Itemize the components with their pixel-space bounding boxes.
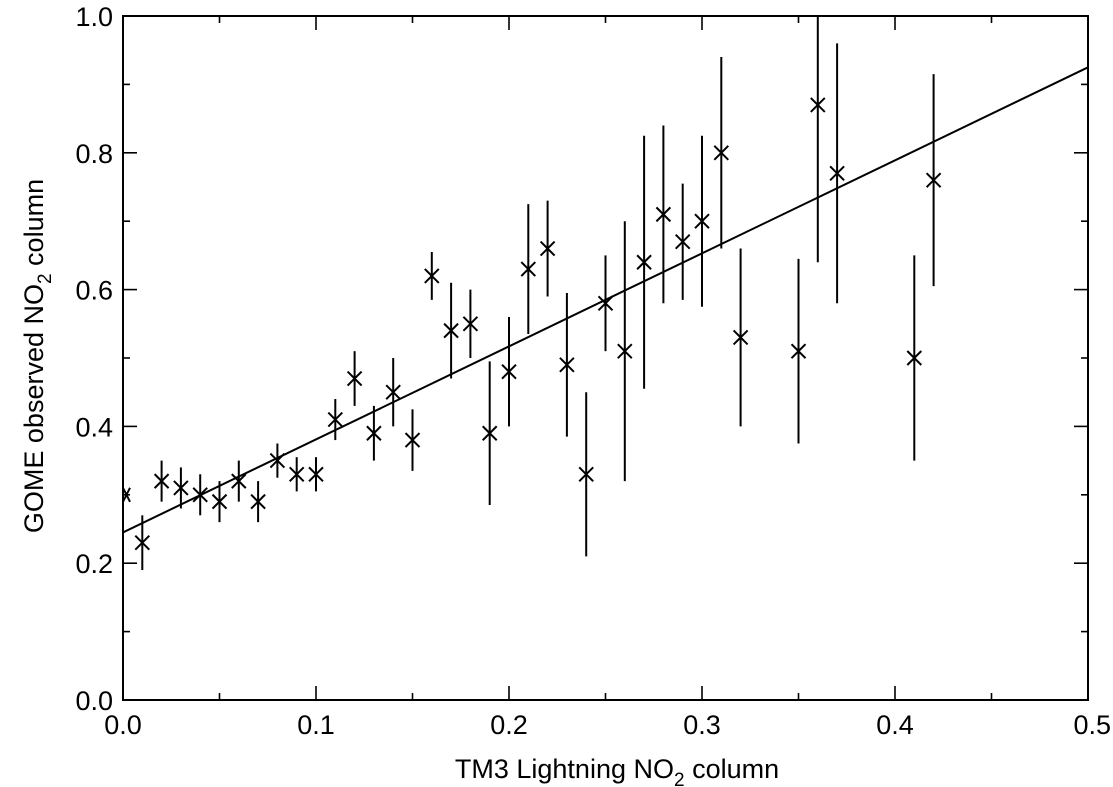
regression-line: [122, 66, 1089, 534]
data-point: [366, 425, 382, 441]
y-tick-label: 1.0: [75, 2, 113, 32]
data-point: [925, 172, 942, 188]
data-point: [288, 466, 305, 482]
data-point: [790, 343, 807, 359]
fit-layer: [122, 66, 1089, 534]
data-point: [153, 473, 170, 489]
data-point: [192, 487, 208, 503]
data-point: [810, 97, 826, 113]
data-point: [308, 466, 324, 482]
data-point: [443, 322, 459, 339]
data-point: [829, 165, 845, 182]
data-point: [539, 240, 556, 257]
x-axis-label: TM3 Lightning NO2 column: [455, 754, 779, 787]
plot-frame: [122, 15, 1089, 701]
y-tick-label: 0.0: [75, 686, 113, 716]
data-point: [424, 268, 440, 284]
data-point: [617, 343, 633, 359]
axis-ticks: [122, 15, 1089, 701]
tick-labels: 0.0 0.1 0.2 0.3 0.4 0.5 0.0 0.2 0.4 0.6 0.8 1.0: [75, 2, 1111, 740]
x-tick-label: 0.1: [297, 710, 335, 740]
error-bars: [141, 16, 935, 571]
data-point: [346, 370, 363, 387]
data-point: [674, 234, 691, 250]
y-axis-label: GOME observed NO2 column: [19, 179, 56, 533]
y-tick-label: 0.6: [75, 276, 113, 306]
data-point: [636, 254, 652, 270]
data-point: [404, 432, 421, 448]
data-point: [250, 493, 266, 510]
data-point: [559, 357, 575, 373]
data-point: [501, 363, 517, 380]
x-tick-label: 0.4: [876, 710, 914, 740]
y-tick-label: 0.2: [75, 549, 113, 579]
data-point: [269, 452, 286, 469]
data-markers: [122, 97, 942, 551]
data-point: [732, 329, 749, 346]
y-axis-label-text: GOME observed NO: [19, 284, 49, 533]
data-point: [211, 493, 228, 510]
x-tick-label: 0.5: [1073, 710, 1111, 740]
x-axis-label-subscript: 2: [674, 770, 685, 787]
data-point: [655, 206, 672, 223]
y-tick-label: 0.8: [75, 139, 113, 169]
x-tick-label: 0.0: [104, 710, 142, 740]
data-point: [173, 480, 189, 496]
data-point: [134, 534, 151, 551]
x-axis-label-suffix: column: [685, 754, 780, 784]
data-point: [694, 213, 710, 229]
data-point: [520, 261, 537, 277]
data-point: [385, 384, 401, 400]
x-tick-label: 0.3: [683, 710, 721, 740]
x-axis-label-text: TM3 Lightning NO: [455, 754, 674, 784]
data-point: [231, 473, 247, 489]
data-point: [597, 295, 614, 311]
y-axis-label-suffix: column: [19, 179, 49, 274]
y-tick-label: 0.4: [75, 412, 113, 442]
data-point: [327, 411, 344, 428]
x-tick-label: 0.2: [490, 710, 528, 740]
data-point: [906, 350, 923, 366]
data-point: [462, 316, 479, 332]
y-axis-label-subscript: 2: [35, 273, 56, 284]
data-point: [713, 145, 730, 161]
data-point: [578, 466, 594, 482]
data-point: [481, 425, 498, 441]
